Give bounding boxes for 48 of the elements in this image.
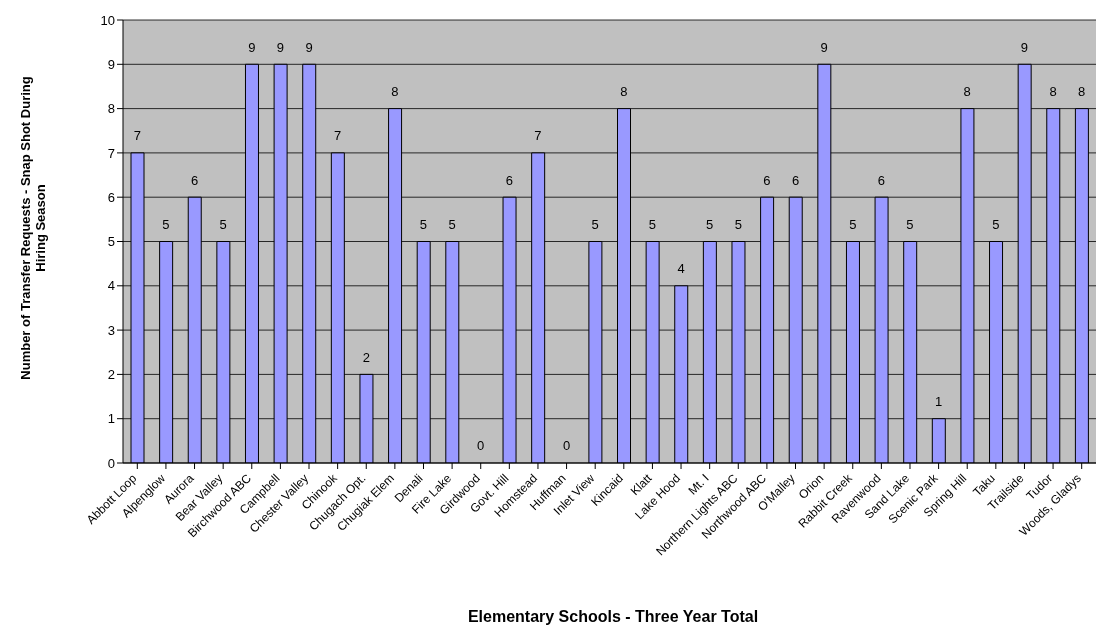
- y-tick-label: 8: [107, 101, 115, 117]
- y-tick-label: 7: [107, 145, 115, 161]
- data-label: 7: [133, 128, 141, 144]
- data-label: 5: [648, 216, 657, 232]
- y-tick-label: 3: [107, 322, 115, 338]
- data-label: 5: [162, 216, 170, 232]
- data-label: 0: [477, 438, 485, 454]
- data-label: 1: [934, 394, 943, 410]
- y-tick-label: 6: [107, 189, 115, 205]
- data-label: 9: [248, 39, 256, 55]
- data-label: 6: [190, 172, 199, 188]
- x-axis-title: Elementary Schools - Three Year Total: [466, 608, 760, 626]
- data-label: 4: [677, 261, 685, 277]
- data-label: 7: [334, 128, 342, 144]
- y-tick-label: 10: [100, 12, 115, 28]
- data-label: 9: [305, 39, 313, 55]
- data-label: 5: [219, 216, 227, 232]
- data-label: 7: [534, 128, 542, 144]
- data-label: 6: [791, 172, 800, 188]
- data-label: 8: [1078, 84, 1086, 100]
- data-label: 5: [849, 216, 857, 232]
- data-label: 5: [419, 216, 428, 232]
- data-label: 6: [763, 172, 771, 188]
- data-label: 5: [706, 216, 714, 232]
- data-label: 9: [820, 39, 828, 55]
- y-tick-label: 5: [107, 234, 115, 250]
- data-label: 9: [1020, 39, 1029, 55]
- data-label: 8: [391, 84, 399, 100]
- data-label: 2: [362, 349, 370, 365]
- y-axis-title: Number of Transfer Requests - Snap Shot During Hiring Season: [18, 75, 48, 382]
- y-tick-label: 2: [107, 367, 115, 383]
- y-tick-label: 9: [107, 56, 115, 72]
- data-label: 6: [505, 172, 513, 188]
- data-label: 0: [562, 438, 571, 454]
- y-tick-label: 1: [107, 411, 115, 427]
- data-label: 5: [992, 216, 1000, 232]
- data-label: 9: [276, 39, 285, 55]
- data-label: 8: [620, 84, 628, 100]
- data-label: 5: [734, 216, 742, 232]
- data-label: 8: [963, 84, 971, 100]
- data-label: 6: [877, 172, 885, 188]
- data-label: 8: [1049, 84, 1057, 100]
- data-label: 5: [448, 216, 456, 232]
- data-label: 5: [591, 216, 599, 232]
- y-tick-label: 4: [107, 278, 115, 294]
- data-label: 5: [906, 216, 914, 232]
- x-tick-label: Mt. I: [685, 471, 712, 498]
- y-tick-label: 0: [107, 455, 115, 471]
